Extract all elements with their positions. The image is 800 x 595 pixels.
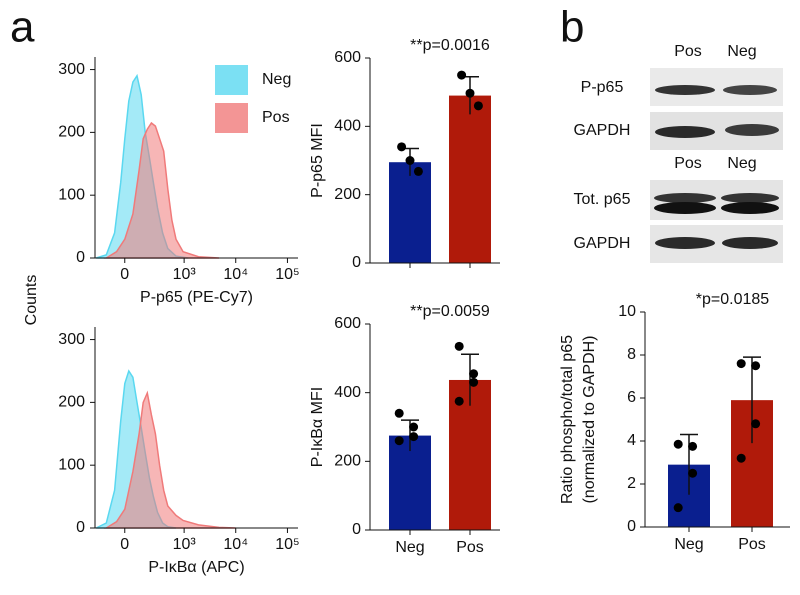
histogram xyxy=(103,121,220,259)
y-tick-label: 400 xyxy=(334,118,361,135)
bar xyxy=(389,162,431,263)
y-tick-label: 0 xyxy=(627,518,636,535)
row-label: Tot. p65 xyxy=(574,191,631,208)
data-point xyxy=(405,156,415,165)
x-tick-label: 0 xyxy=(120,536,129,553)
band xyxy=(654,202,716,214)
y-tick-label: 0 xyxy=(352,254,361,271)
bar xyxy=(449,95,491,263)
y-axis-label: P-IκBα MFI xyxy=(309,387,326,467)
x-tick-label: 0 xyxy=(120,266,129,283)
band xyxy=(721,193,779,203)
band xyxy=(721,202,779,214)
y-tick-label: 0 xyxy=(76,519,85,536)
x-tick-label: 10⁴ xyxy=(223,266,248,283)
chart-title: **p=0.0016 xyxy=(410,37,490,54)
y-tick-label: 100 xyxy=(58,186,85,203)
x-tick-label: 10⁴ xyxy=(223,536,248,553)
row-label: P-p65 xyxy=(581,79,624,96)
data-point xyxy=(469,377,479,387)
band xyxy=(655,85,715,95)
data-point xyxy=(736,453,746,463)
y-tick-label: 8 xyxy=(627,346,636,363)
legend-label: Neg xyxy=(262,71,291,88)
band xyxy=(655,126,715,138)
panel-label: b xyxy=(560,3,584,52)
chart-title: **p=0.0059 xyxy=(410,303,490,320)
y-tick-label: 600 xyxy=(334,49,361,66)
band xyxy=(654,193,716,203)
x-tick-label: 10⁵ xyxy=(275,266,299,283)
data-point xyxy=(465,88,475,98)
lane-label: Neg xyxy=(727,155,756,172)
band xyxy=(723,85,777,95)
y-tick-label: 200 xyxy=(58,394,85,411)
data-point xyxy=(469,369,479,379)
bar xyxy=(389,435,431,530)
data-point xyxy=(394,408,404,418)
y-tick-label: 0 xyxy=(76,249,85,266)
data-point xyxy=(751,419,761,429)
y-tick-label: 10 xyxy=(618,303,636,320)
legend-swatch xyxy=(215,103,248,133)
band xyxy=(722,237,778,249)
y-axis-label: (normalized to GAPDH) xyxy=(581,335,598,503)
y-tick-label: 200 xyxy=(334,186,361,203)
data-point xyxy=(397,142,407,152)
y-tick-label: 2 xyxy=(627,475,636,492)
data-point xyxy=(673,439,683,449)
data-point xyxy=(457,70,467,80)
x-tick-label: Pos xyxy=(456,539,484,556)
x-tick-label: 10³ xyxy=(173,266,197,283)
data-point xyxy=(454,396,464,406)
data-point xyxy=(409,422,419,432)
chart-title: *p=0.0185 xyxy=(696,291,770,308)
x-tick-label: Neg xyxy=(674,536,703,553)
lane-label: Neg xyxy=(727,43,756,60)
data-point xyxy=(454,341,464,351)
y-axis-label: P-p65 MFI xyxy=(309,123,326,198)
x-tick-label: Pos xyxy=(738,536,766,553)
x-tick-label: Neg xyxy=(395,539,424,556)
y-tick-label: 200 xyxy=(58,124,85,141)
data-point xyxy=(688,441,698,451)
legend-swatch xyxy=(215,65,248,95)
data-point xyxy=(473,101,483,111)
data-point xyxy=(413,166,423,176)
y-axis-label: Ratio phospho/total p65 xyxy=(559,335,576,504)
western-blot: Pos Neg Pos Neg P-p65 GAPDH Tot. p65 GAP… xyxy=(574,43,783,263)
y-tick-label: 4 xyxy=(627,432,636,449)
panel-label: a xyxy=(10,3,35,52)
data-point xyxy=(409,432,419,442)
x-axis-label: P-p65 (PE-Cy7) xyxy=(140,289,253,306)
y-tick-label: 100 xyxy=(58,456,85,473)
row-label: GAPDH xyxy=(574,235,631,252)
data-point xyxy=(736,359,746,369)
y-tick-label: 600 xyxy=(334,315,361,332)
data-point xyxy=(394,436,404,446)
data-point xyxy=(673,503,683,513)
row-label: GAPDH xyxy=(574,122,631,139)
band xyxy=(725,124,779,136)
y-tick-label: 400 xyxy=(334,384,361,401)
y-tick-label: 6 xyxy=(627,389,636,406)
x-axis-label: P-IκBα (APC) xyxy=(148,559,244,576)
histogram xyxy=(103,390,236,529)
data-point xyxy=(688,468,698,478)
y-tick-label: 300 xyxy=(58,61,85,78)
band xyxy=(655,237,715,249)
y-axis-label: Counts xyxy=(23,275,40,326)
lane-label: Pos xyxy=(674,155,702,172)
x-tick-label: 10³ xyxy=(173,536,197,553)
y-tick-label: 0 xyxy=(352,521,361,538)
data-point xyxy=(751,361,761,371)
y-tick-label: 300 xyxy=(58,331,85,348)
legend-label: Pos xyxy=(262,109,290,126)
y-tick-label: 200 xyxy=(334,453,361,470)
x-tick-label: 10⁵ xyxy=(275,536,299,553)
lane-label: Pos xyxy=(674,43,702,60)
